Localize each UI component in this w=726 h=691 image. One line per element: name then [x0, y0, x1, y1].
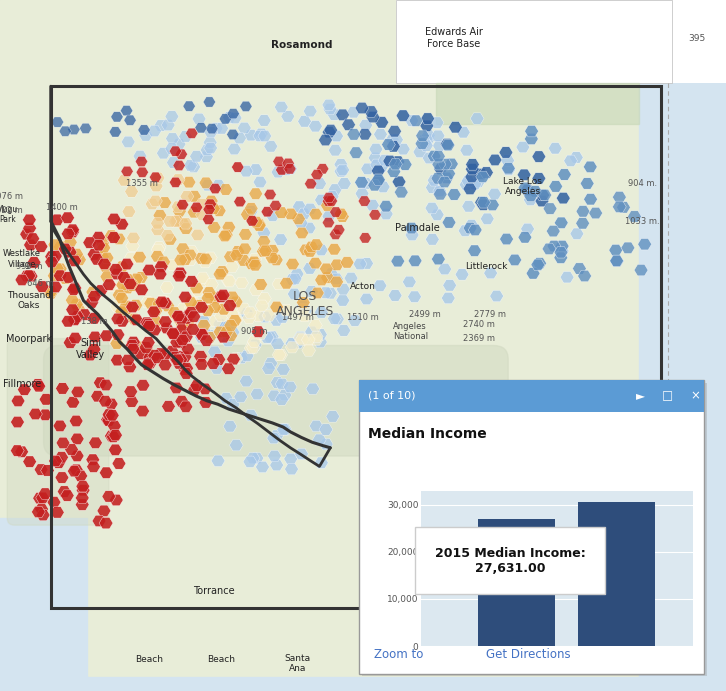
Text: ×: × — [690, 390, 701, 402]
Text: (1 of 10): (1 of 10) — [368, 391, 415, 401]
Bar — [478, 519, 555, 646]
Bar — [0, 518, 87, 691]
Text: Fillmore: Fillmore — [3, 379, 41, 388]
Text: Get Directions: Get Directions — [486, 648, 571, 661]
Text: □: □ — [662, 390, 674, 402]
FancyBboxPatch shape — [359, 380, 704, 674]
Text: 1355 m: 1355 m — [126, 178, 158, 188]
Bar — [51, 86, 661, 608]
Text: 395: 395 — [688, 33, 706, 43]
Text: 2015 Median Income:
27,631.00: 2015 Median Income: 27,631.00 — [435, 547, 585, 575]
Text: 2022 m: 2022 m — [0, 206, 23, 216]
Text: Beach: Beach — [135, 655, 163, 665]
Text: 905 m: 905 m — [241, 327, 267, 337]
Text: 138 m: 138 m — [81, 316, 107, 326]
Text: Median Income: Median Income — [368, 427, 487, 441]
FancyBboxPatch shape — [396, 0, 672, 83]
FancyBboxPatch shape — [362, 383, 707, 676]
Text: Westlake
Village: Westlake Village — [3, 249, 41, 269]
Bar — [396, 0, 726, 83]
Text: Moorpark: Moorpark — [6, 334, 52, 343]
Text: Acton: Acton — [350, 282, 376, 292]
Text: 1497 m: 1497 m — [282, 313, 314, 323]
Text: 2779 m: 2779 m — [474, 310, 506, 319]
Text: Zoom to: Zoom to — [374, 648, 423, 661]
Text: 1400 m: 1400 m — [46, 202, 78, 212]
FancyBboxPatch shape — [436, 83, 639, 124]
Text: Simi
Valley: Simi Valley — [76, 338, 105, 360]
Text: Littlerock: Littlerock — [465, 261, 507, 271]
FancyBboxPatch shape — [44, 346, 508, 456]
Text: Palmdale: Palmdale — [395, 223, 440, 233]
Text: Santa
Ana: Santa Ana — [285, 654, 311, 673]
Text: 1510 m: 1510 m — [347, 313, 379, 323]
Bar — [578, 502, 655, 646]
Text: Mugu
Park: Mugu Park — [0, 205, 18, 224]
Text: Rosamond: Rosamond — [271, 40, 332, 50]
Bar — [0, 677, 726, 691]
Text: 646 m: 646 m — [27, 278, 53, 288]
FancyBboxPatch shape — [359, 380, 704, 412]
Text: 2740 m: 2740 m — [463, 320, 495, 330]
Text: 534 m: 534 m — [626, 655, 652, 665]
Text: 904 m.: 904 m. — [628, 178, 657, 188]
Text: Edwards Air
Force Base: Edwards Air Force Base — [425, 27, 483, 49]
Text: Lake Los
Angeles: Lake Los Angeles — [503, 177, 542, 196]
Text: 2369 m: 2369 m — [463, 334, 495, 343]
Text: 1033 m.: 1033 m. — [625, 216, 660, 226]
Text: LOS
ANGELES: LOS ANGELES — [276, 290, 334, 318]
Text: ►: ► — [636, 390, 645, 402]
Text: 2499 m: 2499 m — [409, 310, 441, 319]
Text: Angeles
National: Angeles National — [393, 322, 428, 341]
Text: 2076 m: 2076 m — [0, 192, 23, 202]
Text: Beach: Beach — [208, 655, 235, 665]
Text: Torrance: Torrance — [193, 586, 235, 596]
Bar — [639, 0, 726, 691]
Text: Thousand
Oaks: Thousand Oaks — [7, 291, 51, 310]
Text: 990 m: 990 m — [16, 261, 42, 271]
FancyBboxPatch shape — [7, 339, 109, 525]
